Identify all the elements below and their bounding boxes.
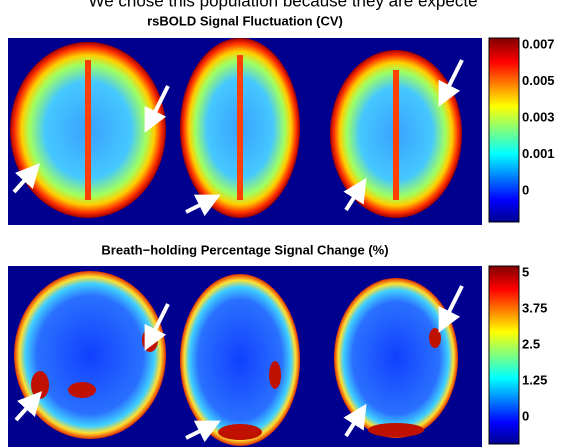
colorbar-label: 3.75	[522, 300, 547, 315]
panel-title: rsBOLD Signal Fluctuation (CV)	[147, 13, 343, 28]
colorbar-label: 0.005	[522, 73, 555, 88]
panel-title: Breath−holding Percentage Signal Change …	[101, 242, 388, 257]
brain-slice	[180, 274, 300, 446]
colorbar-label: 0.007	[522, 36, 555, 51]
colorbar	[489, 266, 519, 444]
brain-slice	[334, 278, 458, 438]
colorbar-label: 1.25	[522, 372, 547, 387]
brain-slice	[14, 271, 166, 439]
figure: We chose this population because they ar…	[0, 0, 566, 447]
colorbar-label: 2.5	[522, 336, 540, 351]
colorbar	[489, 38, 519, 222]
colorbar-label: 0	[522, 182, 529, 197]
colorbar-label: 5	[522, 264, 529, 279]
colorbar-label: 0	[522, 408, 529, 423]
caption-fragment: We chose this population because they ar…	[88, 0, 477, 10]
colorbar-label: 0.003	[522, 109, 555, 124]
colorbar-label: 0.001	[522, 146, 555, 161]
